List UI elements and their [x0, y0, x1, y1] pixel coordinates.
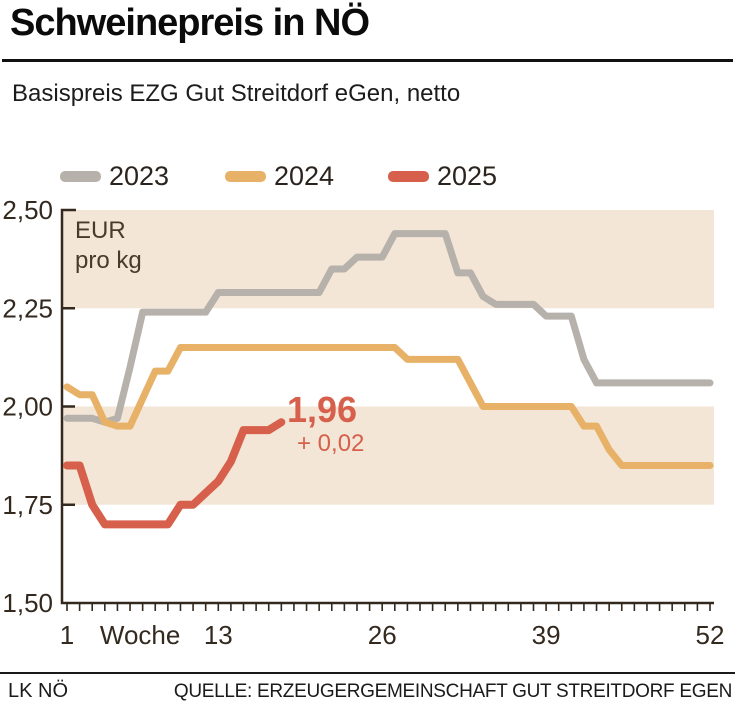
footer-divider	[0, 672, 735, 674]
legend-item-2023: 2023	[60, 161, 169, 192]
x-tick-label: 39	[532, 620, 561, 650]
x-tick-label: 52	[696, 620, 725, 650]
y-unit-label-line1: EUR	[75, 217, 126, 244]
series-line-2023	[63, 230, 714, 426]
chart-legend: 2023 2024 2025	[0, 161, 735, 195]
x-axis-label: Woche	[100, 620, 180, 650]
x-tick-label: 13	[204, 620, 233, 650]
footer-source: QUELLE: ERZEUGERGEMEINSCHAFT GUT STREITD…	[173, 681, 732, 702]
current-price-value: 1,96	[287, 389, 358, 430]
series-line-2025	[63, 418, 286, 529]
page-title: Schweinepreis in NÖ	[10, 2, 370, 44]
legend-item-2024: 2024	[225, 161, 334, 192]
y-tick-label: 1,50	[2, 588, 53, 618]
legend-label-2023: 2023	[109, 161, 170, 191]
legend-label-2024: 2024	[274, 161, 335, 191]
legend-label-2025: 2025	[437, 161, 498, 191]
legend-swatch-2025	[388, 171, 429, 182]
current-price-annotation: 1,96 + 0,02	[287, 392, 364, 458]
chart-subtitle: Basispreis EZG Gut Streitdorf eGen, nett…	[12, 80, 461, 107]
x-tick-label: 1	[60, 620, 74, 650]
legend-item-2025: 2025	[388, 161, 497, 192]
series-line-2024	[63, 344, 714, 469]
price-band-1	[62, 406, 714, 505]
current-price-delta: + 0,02	[297, 430, 365, 457]
legend-swatch-2024	[225, 171, 266, 182]
y-tick-label: 2,00	[2, 392, 53, 422]
footer-credit: LK NÖ	[8, 680, 69, 702]
y-tick-label: 1,75	[2, 490, 53, 520]
y-unit-label: EUR pro kg	[75, 216, 142, 276]
y-tick-label: 2,25	[2, 293, 53, 323]
y-tick-label: 2,50	[2, 195, 53, 225]
price-band-0	[62, 210, 714, 309]
title-divider	[2, 59, 733, 62]
y-unit-label-line2: pro kg	[75, 247, 142, 274]
x-tick-label: 26	[368, 620, 397, 650]
legend-swatch-2023	[60, 171, 101, 182]
